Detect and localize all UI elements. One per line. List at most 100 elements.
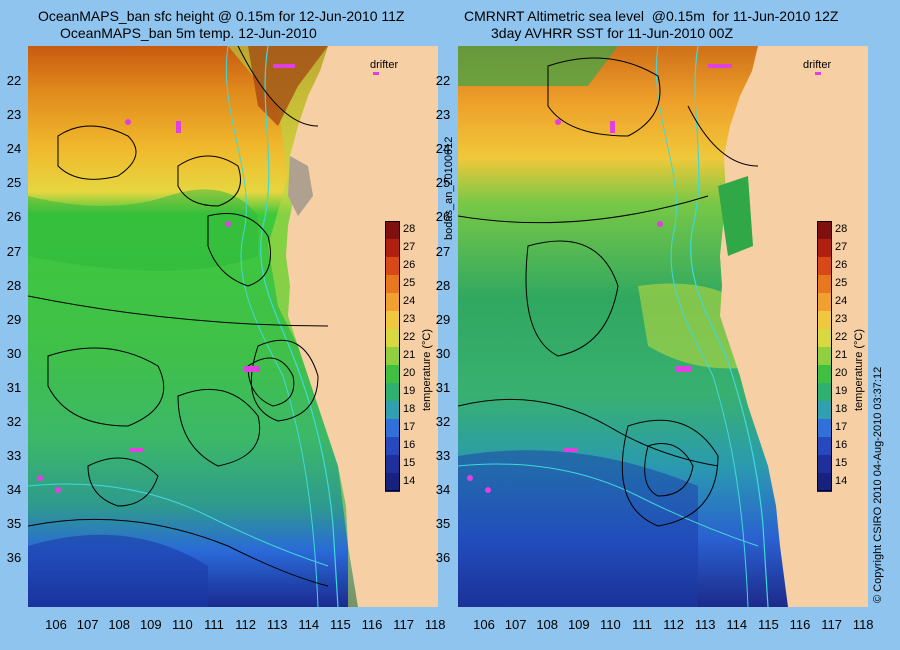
longitude-label: 108 <box>108 617 131 632</box>
colorbar-segment <box>817 347 832 366</box>
longitude-label: 106 <box>473 617 495 632</box>
left-title-line1: OceanMAPS_ban sfc height @ 0.15m for 12-… <box>38 8 405 24</box>
colorbar-segment <box>385 257 400 276</box>
latitude-label: 24 <box>435 141 451 157</box>
run-id-label: bodas_an_20100612 <box>443 136 455 240</box>
latitude-label: 31 <box>6 379 22 395</box>
colorbar-segment <box>385 437 400 456</box>
colorbar-tick-label: 24 <box>403 295 416 307</box>
colorbar-segment <box>817 311 832 330</box>
colorbar-tick-label: 17 <box>835 421 848 433</box>
colorbar-segment <box>817 365 832 384</box>
latitude-label: 24 <box>6 141 22 157</box>
colorbar-tick-label: 23 <box>835 313 848 325</box>
colorbar-segment <box>817 275 832 294</box>
latitude-label: 22 <box>6 73 22 88</box>
colorbar-tick-label: 21 <box>403 349 416 361</box>
latitude-label: 23 <box>435 107 451 123</box>
left-sst-map <box>28 46 438 607</box>
longitude-label: 110 <box>172 617 193 632</box>
colorbar-segment <box>385 239 400 258</box>
longitude-label: 114 <box>726 617 748 632</box>
colorbar-tick-label: 28 <box>835 223 848 235</box>
longitude-label: 118 <box>852 617 874 632</box>
longitude-label: 114 <box>298 617 320 632</box>
longitude-label: 107 <box>504 617 527 632</box>
colorbar-tick-label: 16 <box>835 439 848 451</box>
latitude-label: 35 <box>6 516 22 532</box>
right-sst-map <box>458 46 868 607</box>
colorbar-tick-label: 22 <box>835 331 848 343</box>
latitude-label: 22 <box>435 73 451 88</box>
colorbar-segment <box>817 239 832 258</box>
latitude-label: 36 <box>6 550 22 566</box>
latitude-label: 25 <box>435 175 451 191</box>
latitude-label: 34 <box>435 482 451 498</box>
latitude-label: 29 <box>435 311 451 327</box>
longitude-label: 117 <box>821 617 842 632</box>
latitude-label: 27 <box>6 243 22 259</box>
longitude-label: 112 <box>663 617 684 632</box>
longitude-label: 113 <box>694 617 716 632</box>
colorbar-segment <box>817 257 832 276</box>
colorbar-tick-label: 27 <box>403 241 416 253</box>
colorbar-tick-label: 18 <box>835 403 848 415</box>
colorbar-tick-label: 21 <box>835 349 848 361</box>
longitude-label: 117 <box>393 617 414 632</box>
colorbar-tick-label: 24 <box>835 295 848 307</box>
latitude-label: 27 <box>435 243 451 259</box>
latitude-label: 26 <box>435 209 451 225</box>
longitude-label: 118 <box>424 617 446 632</box>
colorbar-segment <box>817 293 832 312</box>
colorbar-tick-label: 27 <box>835 241 848 253</box>
longitude-label: 111 <box>632 617 652 632</box>
longitude-label: 112 <box>235 617 256 632</box>
colorbar-frame <box>385 221 400 491</box>
colorbar-segment <box>385 365 400 384</box>
latitude-label: 32 <box>6 414 22 429</box>
colorbar-tick-label: 26 <box>403 259 416 271</box>
colorbar-segment <box>385 221 400 240</box>
colorbar-tick-label: 25 <box>403 277 416 289</box>
longitude-label: 113 <box>266 617 288 632</box>
latitude-label: 33 <box>6 448 22 464</box>
latitude-label: 25 <box>6 175 22 191</box>
colorbar-tick-label: 19 <box>403 385 416 397</box>
longitude-label: 108 <box>536 617 559 632</box>
longitude-label: 109 <box>567 617 590 632</box>
left-title-line2: OceanMAPS_ban 5m temp. 12-Jun-2010 <box>60 25 317 41</box>
latitude-label: 23 <box>6 107 22 123</box>
colorbar-segment <box>817 401 832 420</box>
colorbar-tick-label: 15 <box>835 457 848 469</box>
longitude-label: 115 <box>330 617 351 632</box>
colorbar-tick-label: 19 <box>835 385 848 397</box>
colorbar-tick-label: 20 <box>835 367 848 379</box>
right-title-line2: 3day AVHRR SST for 11-Jun-2010 00Z <box>491 25 734 41</box>
colorbar-tick-label: 22 <box>403 331 416 343</box>
colorbar-tick-label: 16 <box>403 439 416 451</box>
left-map-panel: drifter <box>28 46 438 607</box>
longitude-label: 106 <box>45 617 67 632</box>
latitude-label: 34 <box>6 482 22 498</box>
land-mass <box>286 46 438 607</box>
latitude-label: 36 <box>435 550 451 566</box>
latitude-label: 30 <box>435 345 451 361</box>
right-drifter-legend: drifter <box>803 59 832 71</box>
colorbar-segment <box>817 221 832 240</box>
colorbar-segment <box>385 383 400 402</box>
longitude-label: 116 <box>789 617 811 632</box>
colorbar-tick-label: 14 <box>835 475 848 487</box>
colorbar-tick-label: 18 <box>403 403 416 415</box>
colorbar-segment <box>817 473 832 492</box>
longitude-label: 111 <box>204 617 224 632</box>
latitude-label: 29 <box>6 311 22 327</box>
colorbar-segment <box>385 401 400 420</box>
longitude-label: 110 <box>600 617 621 632</box>
colorbar-segment <box>385 311 400 330</box>
colorbar-tick-label: 20 <box>403 367 416 379</box>
colorbar-segment <box>385 329 400 348</box>
latitude-label: 28 <box>6 277 22 293</box>
colorbar-label: temperature (°C) <box>421 328 433 411</box>
colorbar-segment <box>817 329 832 348</box>
colorbar-segment <box>385 293 400 312</box>
